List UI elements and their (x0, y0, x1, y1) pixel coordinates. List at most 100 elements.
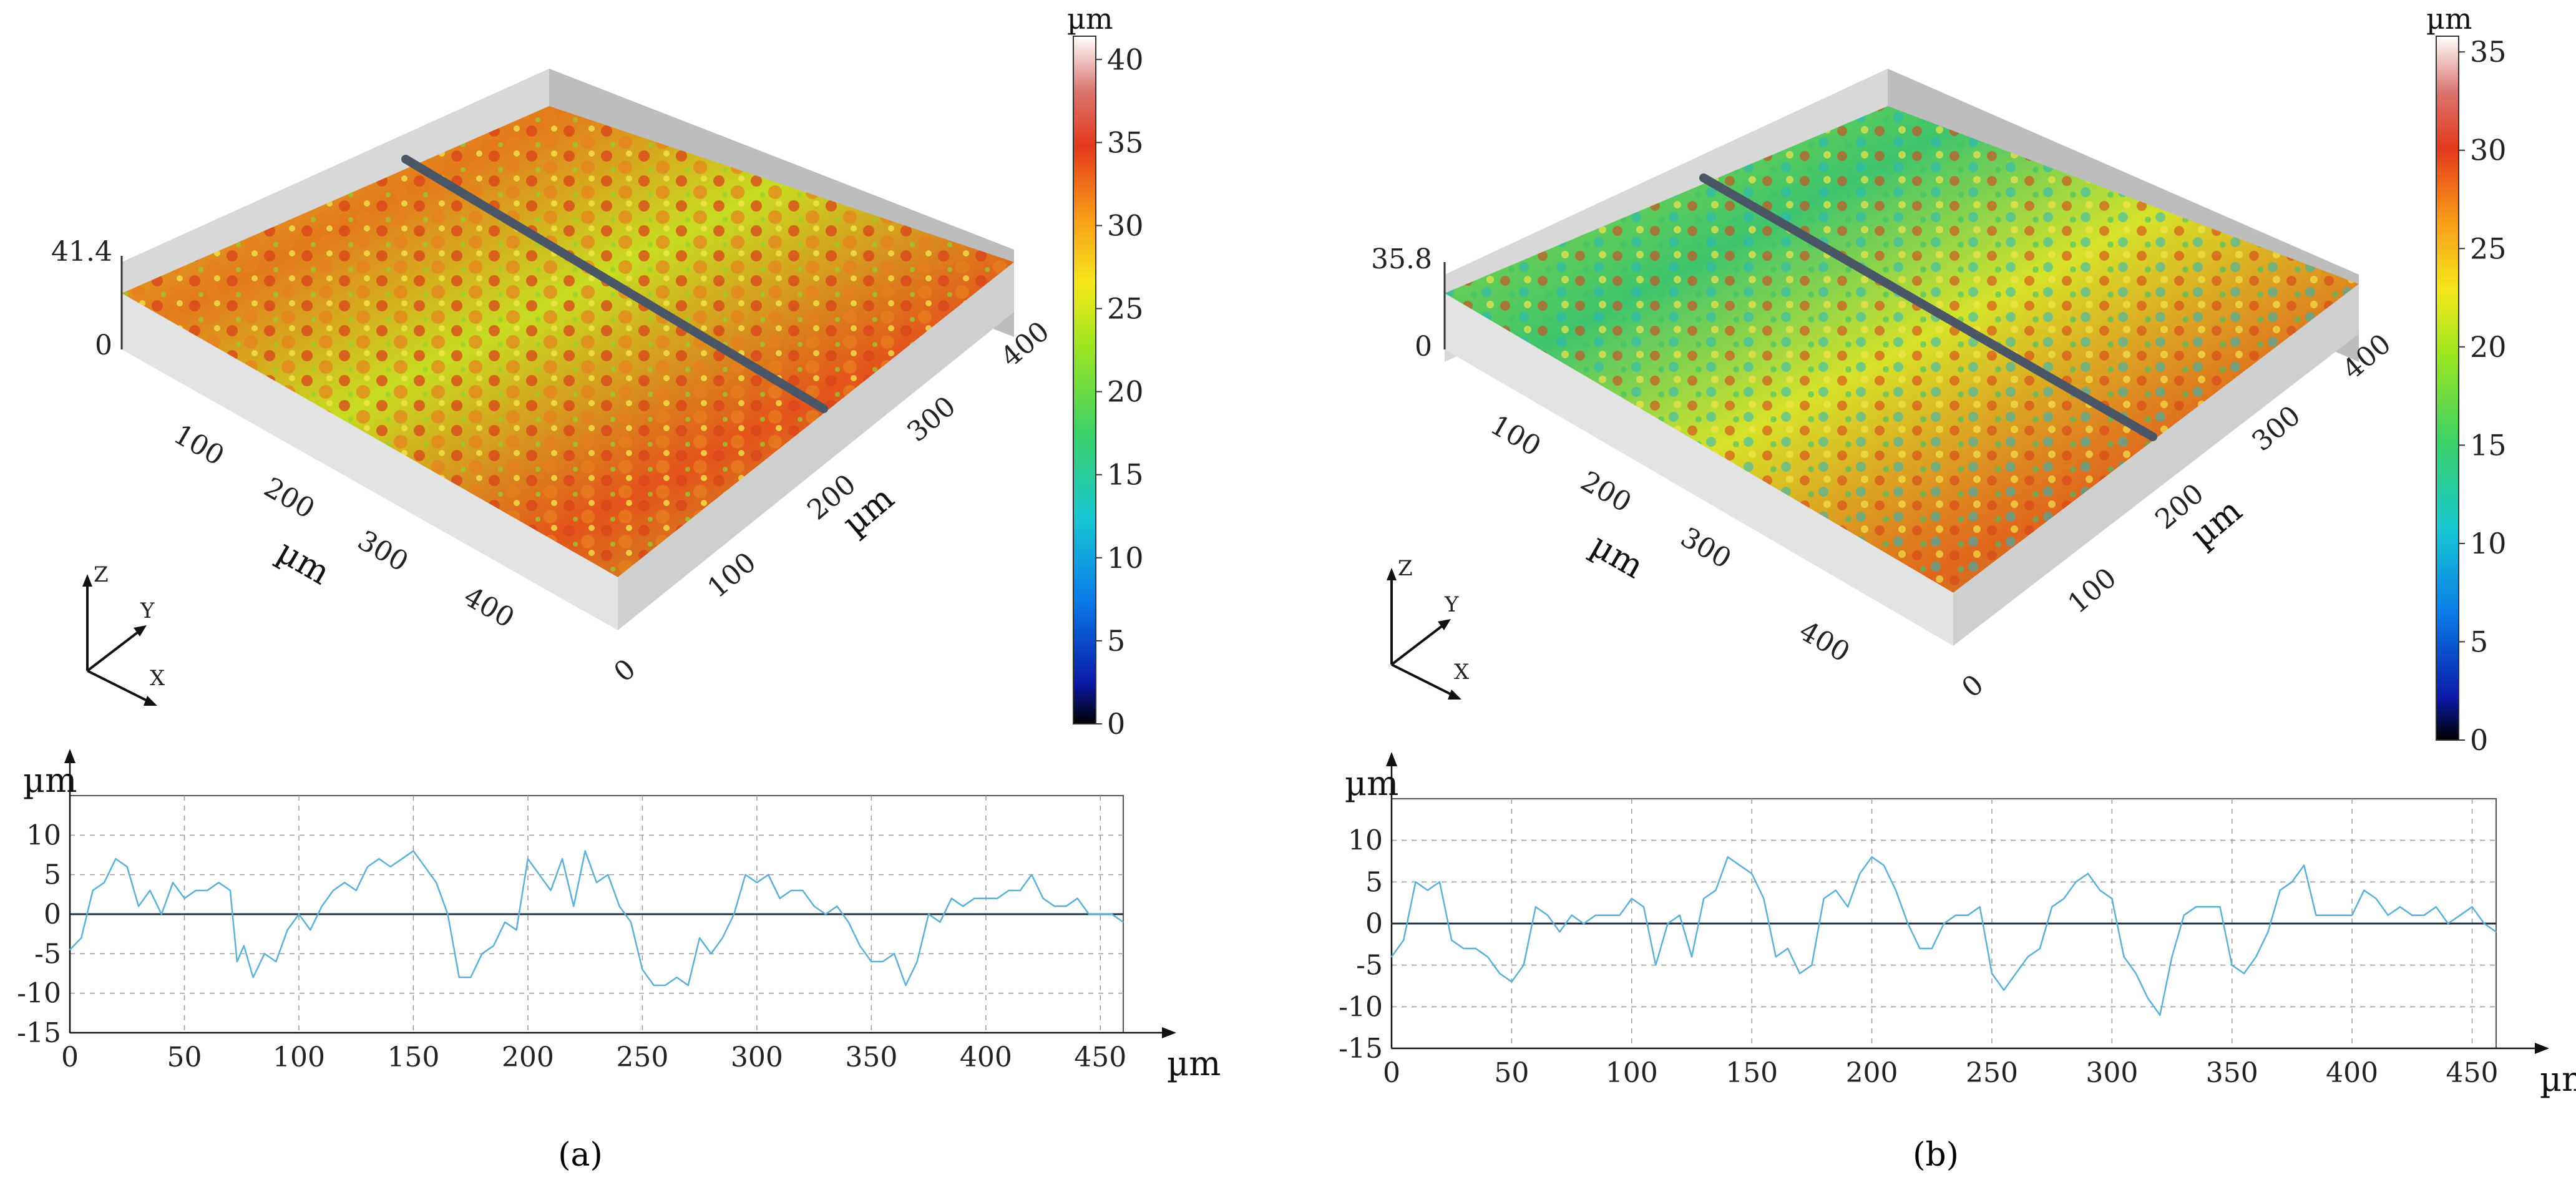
profile-point (2087, 873, 2089, 874)
y-tick-label: 0 (1365, 908, 1383, 940)
profile-point (2027, 956, 2029, 958)
x-tick-label: 200 (1846, 1057, 1898, 1089)
x-tick-label: 300 (2086, 1057, 2138, 1089)
profile-point (2219, 906, 2221, 908)
colorbar-tick-label: 20 (2470, 330, 2507, 364)
profile-point (1727, 856, 1729, 858)
profile-point (871, 961, 872, 962)
profile-point (2388, 914, 2389, 916)
profile-point (1799, 973, 1800, 974)
z-min-label: 0 (95, 329, 112, 361)
profile-point (733, 914, 734, 915)
colorbar-tick-label: 30 (2470, 134, 2507, 167)
colorbar-tick-label: 15 (1107, 458, 1144, 492)
y-tick-label: -15 (1339, 1033, 1383, 1065)
profile-point (367, 866, 368, 867)
profile-point (275, 961, 277, 962)
profile-point (527, 858, 529, 860)
x-tick: 200 (1576, 465, 1637, 519)
profile-point (1008, 890, 1010, 891)
profile-point (2039, 948, 2041, 949)
profile-point (802, 890, 804, 891)
profile-point (298, 914, 300, 915)
profile-point (1547, 914, 1548, 916)
profile-point (2147, 998, 2149, 999)
profile-point (1463, 948, 1465, 949)
profile-point (756, 882, 758, 884)
caption-a: (a) (558, 1136, 603, 1174)
profile-line (1390, 856, 2497, 1016)
colorbar-tick-label: 25 (1107, 292, 1144, 326)
profile-point (1967, 914, 1969, 916)
profile-point (596, 882, 597, 884)
x-tick: 100 (1485, 409, 1546, 462)
profile-point (1123, 921, 1124, 923)
colorbar-unit: µm (2426, 2, 2472, 36)
profile-point (1895, 889, 1896, 891)
profile-point (710, 953, 712, 955)
profile-point (126, 866, 128, 867)
y-tick-label: 5 (44, 859, 61, 891)
profile-point (2243, 973, 2245, 974)
profile-point (1715, 889, 1717, 891)
profile-point (1955, 914, 1957, 916)
profile-point (252, 977, 254, 978)
profile-point (653, 985, 655, 986)
x-tick-label: 400 (2326, 1057, 2378, 1089)
profile-point (836, 905, 838, 907)
side-wall-front-right (618, 262, 1014, 630)
profile-point (1847, 906, 1848, 908)
y-tick-label: 10 (1348, 825, 1383, 857)
profile-point (847, 921, 849, 923)
triad-x: X (150, 666, 165, 691)
profile-point (607, 874, 609, 875)
profile-point (2399, 906, 2401, 908)
y-tick-label: 0 (44, 899, 61, 930)
profile-point (1499, 973, 1500, 974)
profile-point (1775, 956, 1777, 958)
profile-point (2496, 931, 2497, 933)
x-tick-label: 400 (960, 1041, 1012, 1073)
profile-point (138, 905, 139, 907)
profile-point (2195, 906, 2197, 908)
profile-point (539, 874, 540, 875)
profile-point (195, 890, 197, 891)
profile-point (665, 985, 666, 986)
profile-point (2099, 889, 2100, 891)
profile-point (2411, 914, 2413, 916)
profile-point (230, 890, 231, 891)
profile-point (1595, 914, 1596, 916)
x-tick-label: 50 (167, 1041, 202, 1073)
profile-point (1020, 890, 1021, 891)
profile-point (1031, 874, 1033, 875)
profile-point (985, 897, 987, 899)
profile-point (630, 921, 632, 923)
profile-point (493, 945, 494, 947)
x-tick-label: 150 (387, 1041, 439, 1073)
profile-point (2063, 898, 2065, 899)
profile-point (1691, 956, 1692, 958)
profile-line (69, 850, 1124, 987)
profile-point (2159, 1014, 2161, 1016)
x-tick: 300 (353, 524, 414, 578)
profile-point (1619, 914, 1621, 916)
profile-point (1763, 898, 1765, 899)
profile-point (1919, 948, 1921, 949)
profile-point (2483, 923, 2485, 924)
colorbar-tick-label: 35 (2470, 35, 2507, 69)
profile-point (515, 929, 517, 931)
profile-point (905, 985, 907, 986)
colorbar-tick-label: 40 (1107, 42, 1144, 76)
profile-point (1088, 914, 1090, 915)
colorbar-a: µm 0 5 10 15 20 25 30 35 40 (1067, 2, 1144, 741)
profile-point (2267, 931, 2269, 933)
profile-point (2375, 898, 2377, 899)
profile-point (2003, 989, 2004, 991)
z-max-label: 41.4 (51, 236, 112, 268)
profile-point (104, 882, 105, 884)
profile-point (286, 929, 288, 931)
profile-point (722, 937, 723, 939)
x-tick-label: 0 (1383, 1057, 1400, 1089)
y-tick: 0 (1956, 668, 1989, 704)
